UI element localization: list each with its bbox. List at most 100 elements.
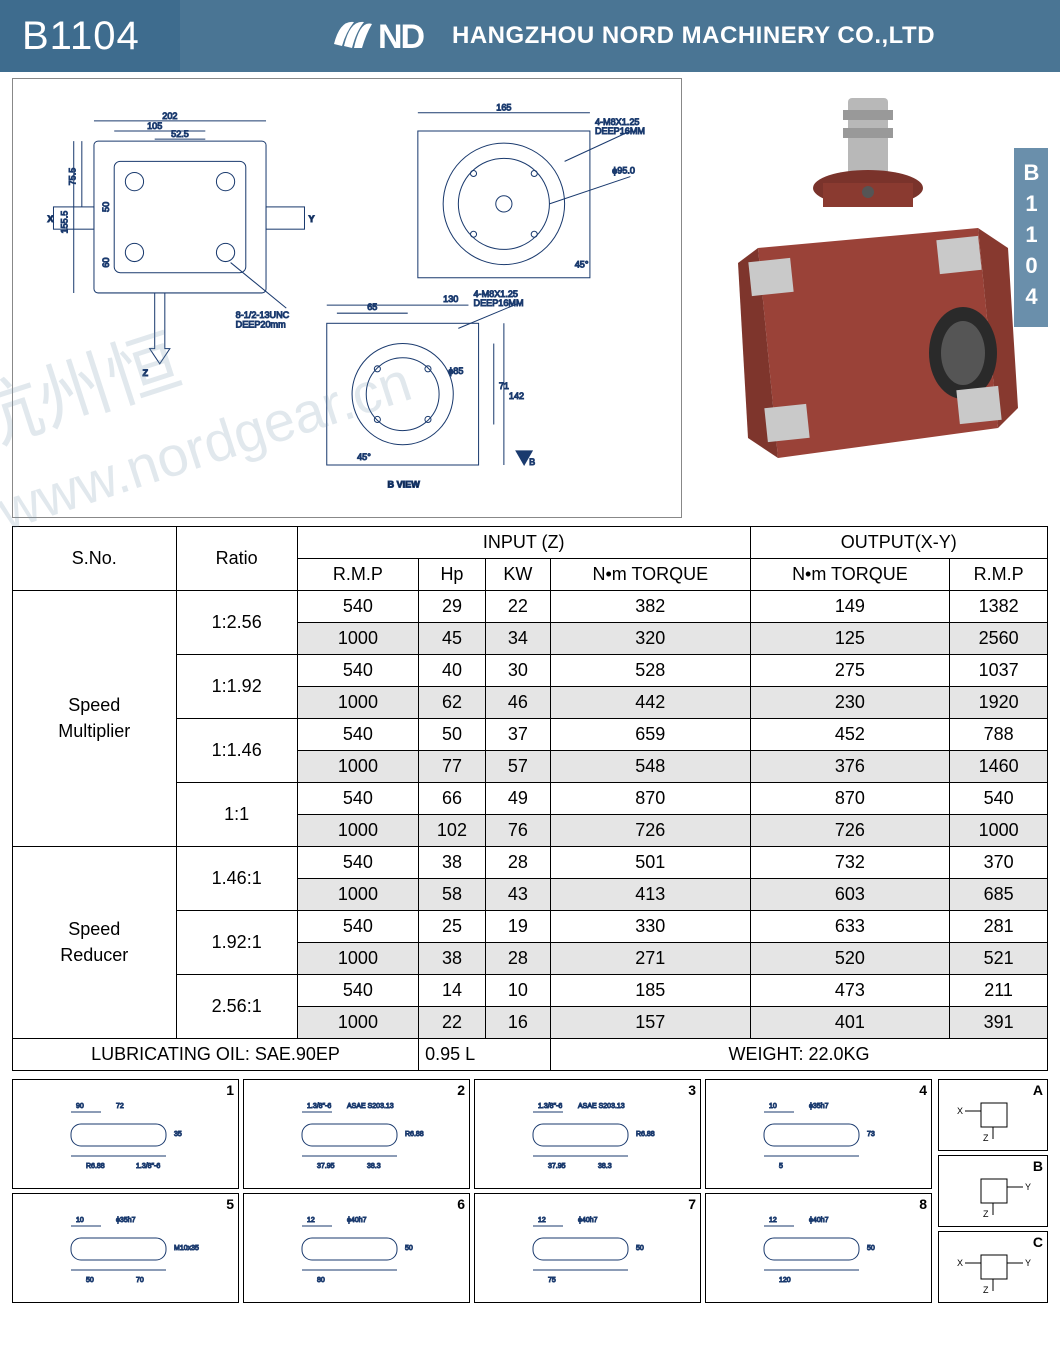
data-cell: 548: [551, 751, 751, 783]
data-cell: 230: [750, 687, 950, 719]
data-cell: 149: [750, 591, 950, 623]
svg-text:73: 73: [867, 1131, 875, 1138]
th-hp: Hp: [419, 559, 486, 591]
ratio-cell: 1.46:1: [176, 847, 297, 911]
data-cell: 473: [750, 975, 950, 1007]
header-product-code-wrap: B1104: [0, 0, 180, 72]
data-cell: 1000: [297, 623, 418, 655]
svg-text:Z: Z: [983, 1285, 989, 1295]
svg-text:Z: Z: [983, 1133, 989, 1143]
svg-text:1.3/8"-6: 1.3/8"-6: [136, 1163, 160, 1170]
svg-text:1.3/8"-6: 1.3/8"-6: [307, 1103, 331, 1110]
ratio-cell: 1.92:1: [176, 911, 297, 975]
data-cell: 49: [485, 783, 550, 815]
data-cell: 1920: [950, 687, 1048, 719]
data-cell: 540: [297, 591, 418, 623]
data-cell: 726: [750, 815, 950, 847]
svg-text:75: 75: [548, 1277, 556, 1284]
svg-text:R6.88: R6.88: [86, 1163, 105, 1170]
th-kw: KW: [485, 559, 550, 591]
data-cell: 2560: [950, 623, 1048, 655]
data-cell: 685: [950, 879, 1048, 911]
svg-text:35: 35: [174, 1131, 182, 1138]
group-name-cell: SpeedReducer: [13, 847, 177, 1039]
data-cell: 1460: [950, 751, 1048, 783]
data-cell: 19: [485, 911, 550, 943]
data-cell: 62: [419, 687, 486, 719]
detail-cell: 6 12 ϕ40h7 50 80: [243, 1193, 470, 1303]
detail-cell: 5 10 ϕ35h7 M10x35 50 70: [12, 1193, 239, 1303]
th-rmp: R.M.P: [297, 559, 418, 591]
data-cell: 76: [485, 815, 550, 847]
data-cell: 540: [297, 911, 418, 943]
weight: WEIGHT: 22.0KG: [551, 1039, 1048, 1071]
data-cell: 391: [950, 1007, 1048, 1039]
svg-text:ASAE S203.13: ASAE S203.13: [347, 1103, 394, 1110]
svg-text:45°: 45°: [575, 260, 589, 270]
th-output: OUTPUT(X-Y): [750, 527, 1047, 559]
config-diagram: XZ: [953, 1087, 1033, 1143]
svg-text:105: 105: [147, 121, 162, 131]
data-cell: 633: [750, 911, 950, 943]
data-cell: 528: [551, 655, 751, 687]
data-cell: 520: [750, 943, 950, 975]
svg-text:ϕ40h7: ϕ40h7: [347, 1217, 367, 1224]
svg-text:10: 10: [76, 1217, 84, 1224]
shaft-sketch: 90 72 35 R6.88 1.3/8"-6: [46, 1094, 206, 1174]
data-cell: 1037: [950, 655, 1048, 687]
table-row: SpeedReducer1.46:15403828501732370: [13, 847, 1048, 879]
data-cell: 57: [485, 751, 550, 783]
svg-text:12: 12: [769, 1217, 777, 1224]
detail-number: 8: [919, 1196, 927, 1212]
detail-number: 6: [457, 1196, 465, 1212]
svg-text:72: 72: [116, 1103, 124, 1110]
detail-number: 7: [688, 1196, 696, 1212]
data-cell: 1000: [297, 815, 418, 847]
data-cell: 540: [297, 655, 418, 687]
svg-text:50: 50: [101, 202, 111, 212]
svg-text:202: 202: [162, 111, 177, 121]
data-cell: 10: [485, 975, 550, 1007]
data-cell: 501: [551, 847, 751, 879]
oil-label: LUBRICATING OIL: SAE.90EP: [13, 1039, 419, 1071]
svg-text:ϕ35h7: ϕ35h7: [116, 1217, 136, 1224]
svg-text:Z: Z: [143, 368, 149, 378]
data-cell: 540: [950, 783, 1048, 815]
data-cell: 185: [551, 975, 751, 1007]
data-cell: 37: [485, 719, 550, 751]
data-cell: 58: [419, 879, 486, 911]
svg-text:50: 50: [86, 1277, 94, 1284]
data-cell: 102: [419, 815, 486, 847]
data-cell: 1000: [297, 879, 418, 911]
detail-number: 3: [688, 1082, 696, 1098]
data-cell: 659: [551, 719, 751, 751]
svg-text:ASAE S203.13: ASAE S203.13: [578, 1103, 625, 1110]
detail-cell: 7 12 ϕ40h7 50 75: [474, 1193, 701, 1303]
svg-text:X: X: [957, 1258, 963, 1268]
data-cell: 40: [419, 655, 486, 687]
data-cell: 1000: [297, 1007, 418, 1039]
detail-number: 5: [226, 1196, 234, 1212]
oil-qty: 0.95 L: [419, 1039, 551, 1071]
shaft-sketch: 12 ϕ40h7 50 80: [277, 1208, 437, 1288]
data-cell: 870: [551, 783, 751, 815]
svg-text:5: 5: [779, 1163, 783, 1170]
svg-text:X: X: [957, 1106, 963, 1116]
svg-text:ϕ35h7: ϕ35h7: [809, 1103, 829, 1110]
ratio-cell: 1:1.92: [176, 655, 297, 719]
data-cell: 442: [551, 687, 751, 719]
config-cell: CXYZ: [938, 1231, 1048, 1303]
data-cell: 211: [950, 975, 1048, 1007]
data-cell: 376: [750, 751, 950, 783]
data-cell: 1382: [950, 591, 1048, 623]
config-column: AXZBYZCXYZ: [938, 1079, 1048, 1303]
svg-text:DEEP20mm: DEEP20mm: [236, 319, 286, 329]
product-photo: B1104: [688, 78, 1048, 518]
svg-text:ϕ95.0: ϕ95.0: [612, 166, 635, 176]
product-code: B1104: [22, 14, 140, 59]
svg-text:Y: Y: [1025, 1182, 1031, 1192]
detail-number: 1: [226, 1082, 234, 1098]
data-cell: 125: [750, 623, 950, 655]
data-cell: 271: [551, 943, 751, 975]
config-cell: AXZ: [938, 1079, 1048, 1151]
